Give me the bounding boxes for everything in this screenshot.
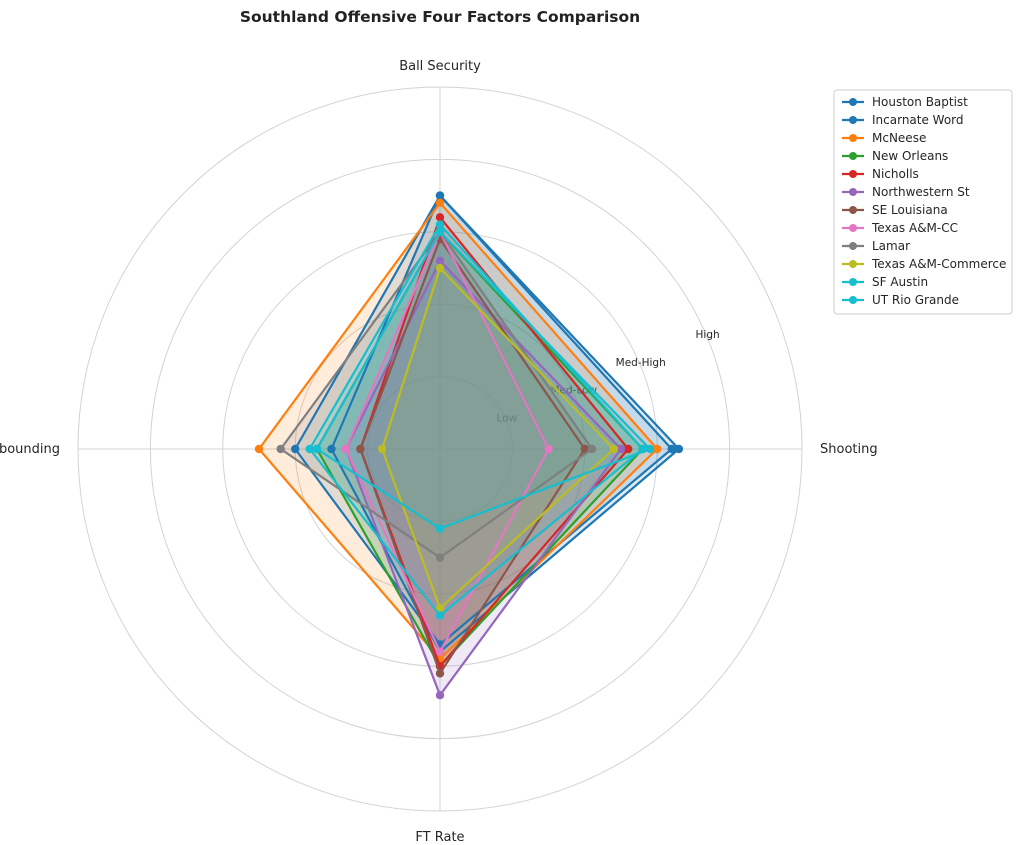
data-point-8-3: [276, 444, 285, 454]
data-point-1-3: [327, 444, 336, 454]
data-point-1-1: [674, 444, 684, 454]
data-point-8-2: [435, 553, 445, 562]
data-point-7-3: [341, 444, 351, 454]
legend-label-4: Nicholls: [872, 167, 919, 181]
series-fill-10: [309, 224, 643, 616]
legend-marker-7: [849, 224, 857, 232]
legend-marker-11: [849, 296, 857, 304]
legend-label-6: SE Louisiana: [872, 203, 948, 217]
data-point-10-3: [305, 444, 314, 454]
data-point-11-2: [435, 524, 445, 533]
axis-label-shooting: Shooting: [820, 442, 878, 457]
data-point-9-1: [609, 444, 618, 454]
data-point-8-1: [587, 444, 597, 454]
legend-label-5: Northwestern St: [872, 185, 970, 199]
series-fill-9: [382, 268, 614, 609]
chart-title: Southland Offensive Four Factors Compari…: [240, 8, 640, 26]
series-9: [377, 263, 618, 613]
data-point-0-3: [291, 444, 300, 454]
data-point-7-1: [544, 444, 553, 454]
data-point-0-1: [667, 444, 676, 454]
legend-label-11: UT Rio Grande: [872, 293, 959, 307]
legend-marker-9: [849, 260, 857, 268]
legend-label-9: Texas A&M-Commerce: [871, 257, 1006, 271]
legend-label-10: SF Austin: [872, 275, 928, 289]
legend-marker-0: [849, 98, 857, 106]
legend-label-8: Lamar: [872, 239, 910, 253]
data-point-11-0: [435, 227, 445, 236]
data-point-1-0: [435, 191, 445, 200]
series-fill-11: [316, 231, 650, 529]
legend-label-1: Incarnate Word: [872, 113, 964, 127]
series-fill-5: [345, 260, 621, 696]
data-point-2-0: [435, 198, 445, 207]
legend-box: [833, 89, 1013, 315]
data-point-2-3: [254, 444, 264, 454]
legend: Houston Baptist Incarnate Word McNeese New …: [833, 89, 1013, 315]
data-point-2-1: [653, 444, 662, 454]
series-lines: [254, 191, 684, 700]
data-point-4-0: [435, 213, 445, 222]
axis-label-ft-rate: FT Rate: [415, 830, 464, 845]
axis-labels: Ball Security Shooting FT Rate Off Rebou…: [0, 59, 878, 845]
legend-marker-5: [849, 188, 857, 196]
legend-marker-4: [849, 170, 857, 178]
legend-marker-2: [849, 134, 857, 142]
ring-label-med-high: Med-High: [616, 357, 666, 369]
legend-marker-3: [849, 152, 857, 160]
data-point-10-0: [435, 220, 445, 229]
series-fill-1: [331, 195, 679, 652]
data-point-6-2: [435, 669, 445, 678]
data-point-6-1: [580, 444, 589, 454]
data-point-11-1: [645, 444, 655, 454]
axis-label-ball-security: Ball Security: [399, 59, 481, 74]
data-point-5-2: [435, 691, 445, 700]
ring-label-high: High: [696, 329, 720, 341]
data-point-4-1: [624, 444, 633, 454]
legend-marker-8: [849, 242, 857, 250]
legend-label-0: Houston Baptist: [872, 95, 968, 109]
series-2: [254, 198, 662, 664]
ring-label-low: Low: [497, 412, 518, 424]
series-fill-6: [360, 239, 585, 674]
data-point-11-3: [312, 444, 322, 454]
legend-marker-6: [849, 206, 857, 214]
data-point-9-0: [435, 263, 445, 273]
axis-label-off-rebounding: Off Rebounding: [0, 442, 60, 457]
data-point-9-2: [435, 604, 445, 613]
legend-marker-10: [849, 278, 857, 286]
legend-marker-1: [849, 116, 857, 124]
legend-label-3: New Orleans: [872, 149, 948, 163]
legend-label-2: McNeese: [872, 131, 926, 145]
series-7: [341, 227, 553, 656]
data-point-5-0: [435, 256, 445, 265]
data-point-6-3: [356, 444, 365, 454]
series-11: [312, 227, 655, 533]
data-point-9-3: [377, 444, 387, 454]
data-point-5-1: [616, 444, 626, 454]
data-point-7-2: [435, 647, 445, 656]
series-fill-4: [360, 217, 629, 667]
data-point-10-2: [435, 611, 445, 620]
legend-label-7: Texas A&M-CC: [871, 221, 958, 235]
